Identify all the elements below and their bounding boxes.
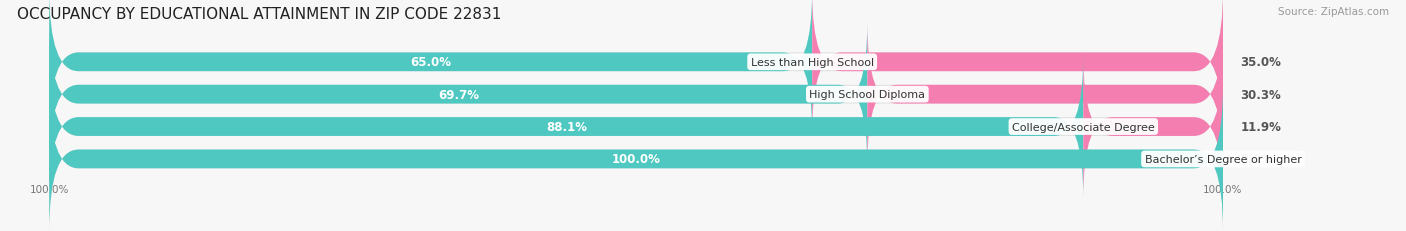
FancyBboxPatch shape: [813, 0, 1223, 134]
FancyBboxPatch shape: [49, 24, 1223, 166]
Text: Bachelor’s Degree or higher: Bachelor’s Degree or higher: [1144, 154, 1302, 164]
Text: 0.0%: 0.0%: [1240, 153, 1274, 166]
Text: 100.0%: 100.0%: [612, 153, 661, 166]
Text: 69.7%: 69.7%: [437, 88, 479, 101]
Text: College/Associate Degree: College/Associate Degree: [1012, 122, 1154, 132]
FancyBboxPatch shape: [49, 56, 1083, 198]
Text: Less than High School: Less than High School: [751, 58, 873, 67]
Text: 35.0%: 35.0%: [1240, 56, 1281, 69]
FancyBboxPatch shape: [49, 0, 813, 134]
FancyBboxPatch shape: [49, 88, 1223, 231]
FancyBboxPatch shape: [49, 0, 1223, 134]
FancyBboxPatch shape: [1083, 56, 1223, 198]
Text: 11.9%: 11.9%: [1240, 121, 1281, 134]
FancyBboxPatch shape: [868, 24, 1223, 166]
FancyBboxPatch shape: [49, 56, 1223, 198]
Text: 30.3%: 30.3%: [1240, 88, 1281, 101]
Text: 65.0%: 65.0%: [411, 56, 451, 69]
Text: 88.1%: 88.1%: [546, 121, 586, 134]
FancyBboxPatch shape: [49, 88, 1223, 231]
Text: High School Diploma: High School Diploma: [810, 90, 925, 100]
Text: Source: ZipAtlas.com: Source: ZipAtlas.com: [1278, 7, 1389, 17]
Text: OCCUPANCY BY EDUCATIONAL ATTAINMENT IN ZIP CODE 22831: OCCUPANCY BY EDUCATIONAL ATTAINMENT IN Z…: [17, 7, 502, 22]
FancyBboxPatch shape: [49, 24, 868, 166]
